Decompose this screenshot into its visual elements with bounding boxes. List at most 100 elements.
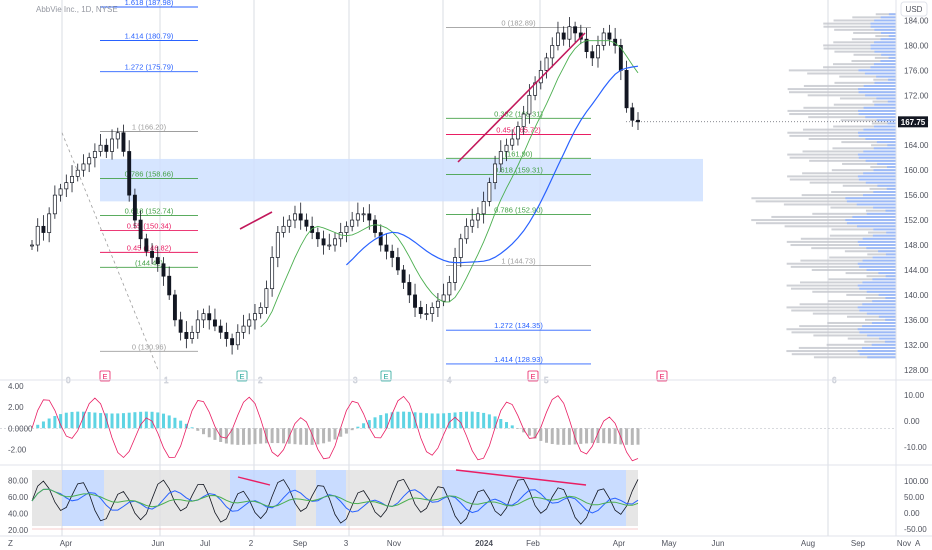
oscillator-pane-2[interactable]: 80.00 60.00 40.00 20.00 100.00 50.00 0.00 -50.0…: [8, 469, 929, 535]
divergence-line[interactable]: [455, 469, 587, 486]
candle-body[interactable]: [161, 263, 166, 277]
time-axis[interactable]: Apr Jun Jul 2 Sep 3 Nov 2024 Feb Apr May Jun Aug Sep N…: [60, 539, 911, 548]
candle-body[interactable]: [81, 163, 86, 171]
candle-body[interactable]: [596, 45, 600, 59]
candle-body[interactable]: [172, 294, 177, 321]
earnings-marker[interactable]: [656, 370, 668, 382]
candle-body[interactable]: [327, 244, 332, 247]
candle-body[interactable]: [521, 113, 526, 127]
candle-body[interactable]: [493, 163, 498, 183]
candle-body[interactable]: [235, 331, 240, 346]
oscillator-2-slow[interactable]: [31, 488, 639, 508]
candle-body[interactable]: [47, 213, 52, 233]
candle-body[interactable]: [504, 144, 509, 152]
candle-body[interactable]: [453, 257, 458, 283]
candle-body[interactable]: [275, 232, 280, 258]
candle-body[interactable]: [212, 319, 217, 327]
candle-body[interactable]: [378, 232, 383, 246]
candle-body[interactable]: [287, 219, 292, 227]
candle-body[interactable]: [98, 144, 103, 152]
candle-body[interactable]: [584, 38, 589, 53]
trend-line[interactable]: [457, 32, 586, 163]
candle-body[interactable]: [435, 300, 440, 308]
candle-body[interactable]: [573, 26, 578, 34]
candle-body[interactable]: [75, 169, 80, 177]
candle-body[interactable]: [315, 232, 320, 240]
candle-body[interactable]: [498, 151, 503, 165]
candle-body[interactable]: [475, 213, 480, 221]
candle-body[interactable]: [30, 244, 34, 247]
currency-badge[interactable]: [900, 1, 928, 17]
candle-body[interactable]: [487, 182, 492, 202]
candle-body[interactable]: [127, 151, 132, 196]
scale-mode-right[interactable]: A: [915, 539, 921, 548]
candle-body[interactable]: [253, 313, 257, 321]
candle-body[interactable]: [601, 32, 606, 46]
candle-body[interactable]: [304, 219, 309, 227]
candle-body[interactable]: [218, 325, 223, 333]
candle-body[interactable]: [121, 132, 126, 152]
candle-body[interactable]: [590, 51, 595, 59]
candle-body[interactable]: [344, 225, 349, 233]
candle-body[interactable]: [167, 275, 172, 296]
candle-body[interactable]: [224, 331, 229, 339]
divergence-line[interactable]: [237, 476, 271, 486]
earnings-marker[interactable]: [99, 370, 111, 382]
price-pane[interactable]: 1.414 (180.79) 1.272 (175.79) 1 (166.20) 0.…: [30, 0, 896, 382]
candle-body[interactable]: [87, 157, 92, 165]
candle-body[interactable]: [464, 225, 469, 240]
price-axis[interactable]: 184.00180.00176.00172.00168.00164.00160.…: [904, 16, 929, 374]
candle-body[interactable]: [407, 282, 412, 296]
candle-body[interactable]: [264, 288, 269, 308]
candle-body[interactable]: [447, 282, 452, 296]
trend-line[interactable]: [239, 211, 273, 230]
candle-body[interactable]: [155, 257, 160, 265]
candle-body[interactable]: [144, 238, 149, 252]
oscillator-1-line[interactable]: [31, 395, 639, 462]
scale-mode-left[interactable]: Z: [8, 539, 13, 548]
candle-body[interactable]: [338, 232, 343, 240]
candle-body[interactable]: [35, 225, 40, 246]
candle-body[interactable]: [104, 144, 109, 152]
candle-body[interactable]: [561, 32, 566, 40]
candle-body[interactable]: [441, 294, 446, 302]
earnings-marker[interactable]: [380, 370, 392, 382]
candle-body[interactable]: [401, 269, 406, 283]
ma-short-line[interactable]: [260, 40, 639, 328]
candle-body[interactable]: [355, 213, 360, 221]
candle-body[interactable]: [544, 57, 549, 71]
candle-body[interactable]: [258, 307, 263, 314]
candle-body[interactable]: [150, 250, 155, 258]
candle-body[interactable]: [413, 294, 417, 308]
candle-body[interactable]: [458, 238, 463, 258]
candle-body[interactable]: [430, 307, 435, 314]
candle-body[interactable]: [321, 238, 326, 246]
candle-body[interactable]: [310, 225, 315, 233]
candle-body[interactable]: [41, 225, 46, 233]
candle-body[interactable]: [390, 250, 395, 258]
candle-body[interactable]: [384, 244, 389, 252]
earnings-marker[interactable]: [527, 370, 539, 382]
candle-body[interactable]: [52, 194, 57, 215]
candle-body[interactable]: [624, 70, 629, 109]
candle-body[interactable]: [195, 319, 200, 333]
candle-body[interactable]: [92, 151, 97, 159]
candle-body[interactable]: [361, 213, 366, 216]
candle-body[interactable]: [333, 238, 337, 246]
candle-body[interactable]: [207, 313, 212, 321]
candle-body[interactable]: [395, 257, 400, 271]
candle-body[interactable]: [567, 26, 572, 40]
oscillator-pane-1[interactable]: 4.00 2.00 0.0000 -2.00 10.00 0.00 -10.00: [0, 382, 927, 462]
candle-body[interactable]: [70, 176, 74, 183]
candle-body[interactable]: [58, 188, 63, 196]
candle-body[interactable]: [350, 219, 355, 227]
candle-body[interactable]: [424, 313, 429, 315]
candle-body[interactable]: [481, 201, 486, 215]
candle-body[interactable]: [64, 182, 69, 190]
candle-body[interactable]: [241, 325, 246, 333]
candle-body[interactable]: [556, 32, 560, 46]
candle-body[interactable]: [373, 219, 377, 233]
ma-long-line[interactable]: [345, 65, 639, 266]
candle-body[interactable]: [184, 331, 189, 339]
